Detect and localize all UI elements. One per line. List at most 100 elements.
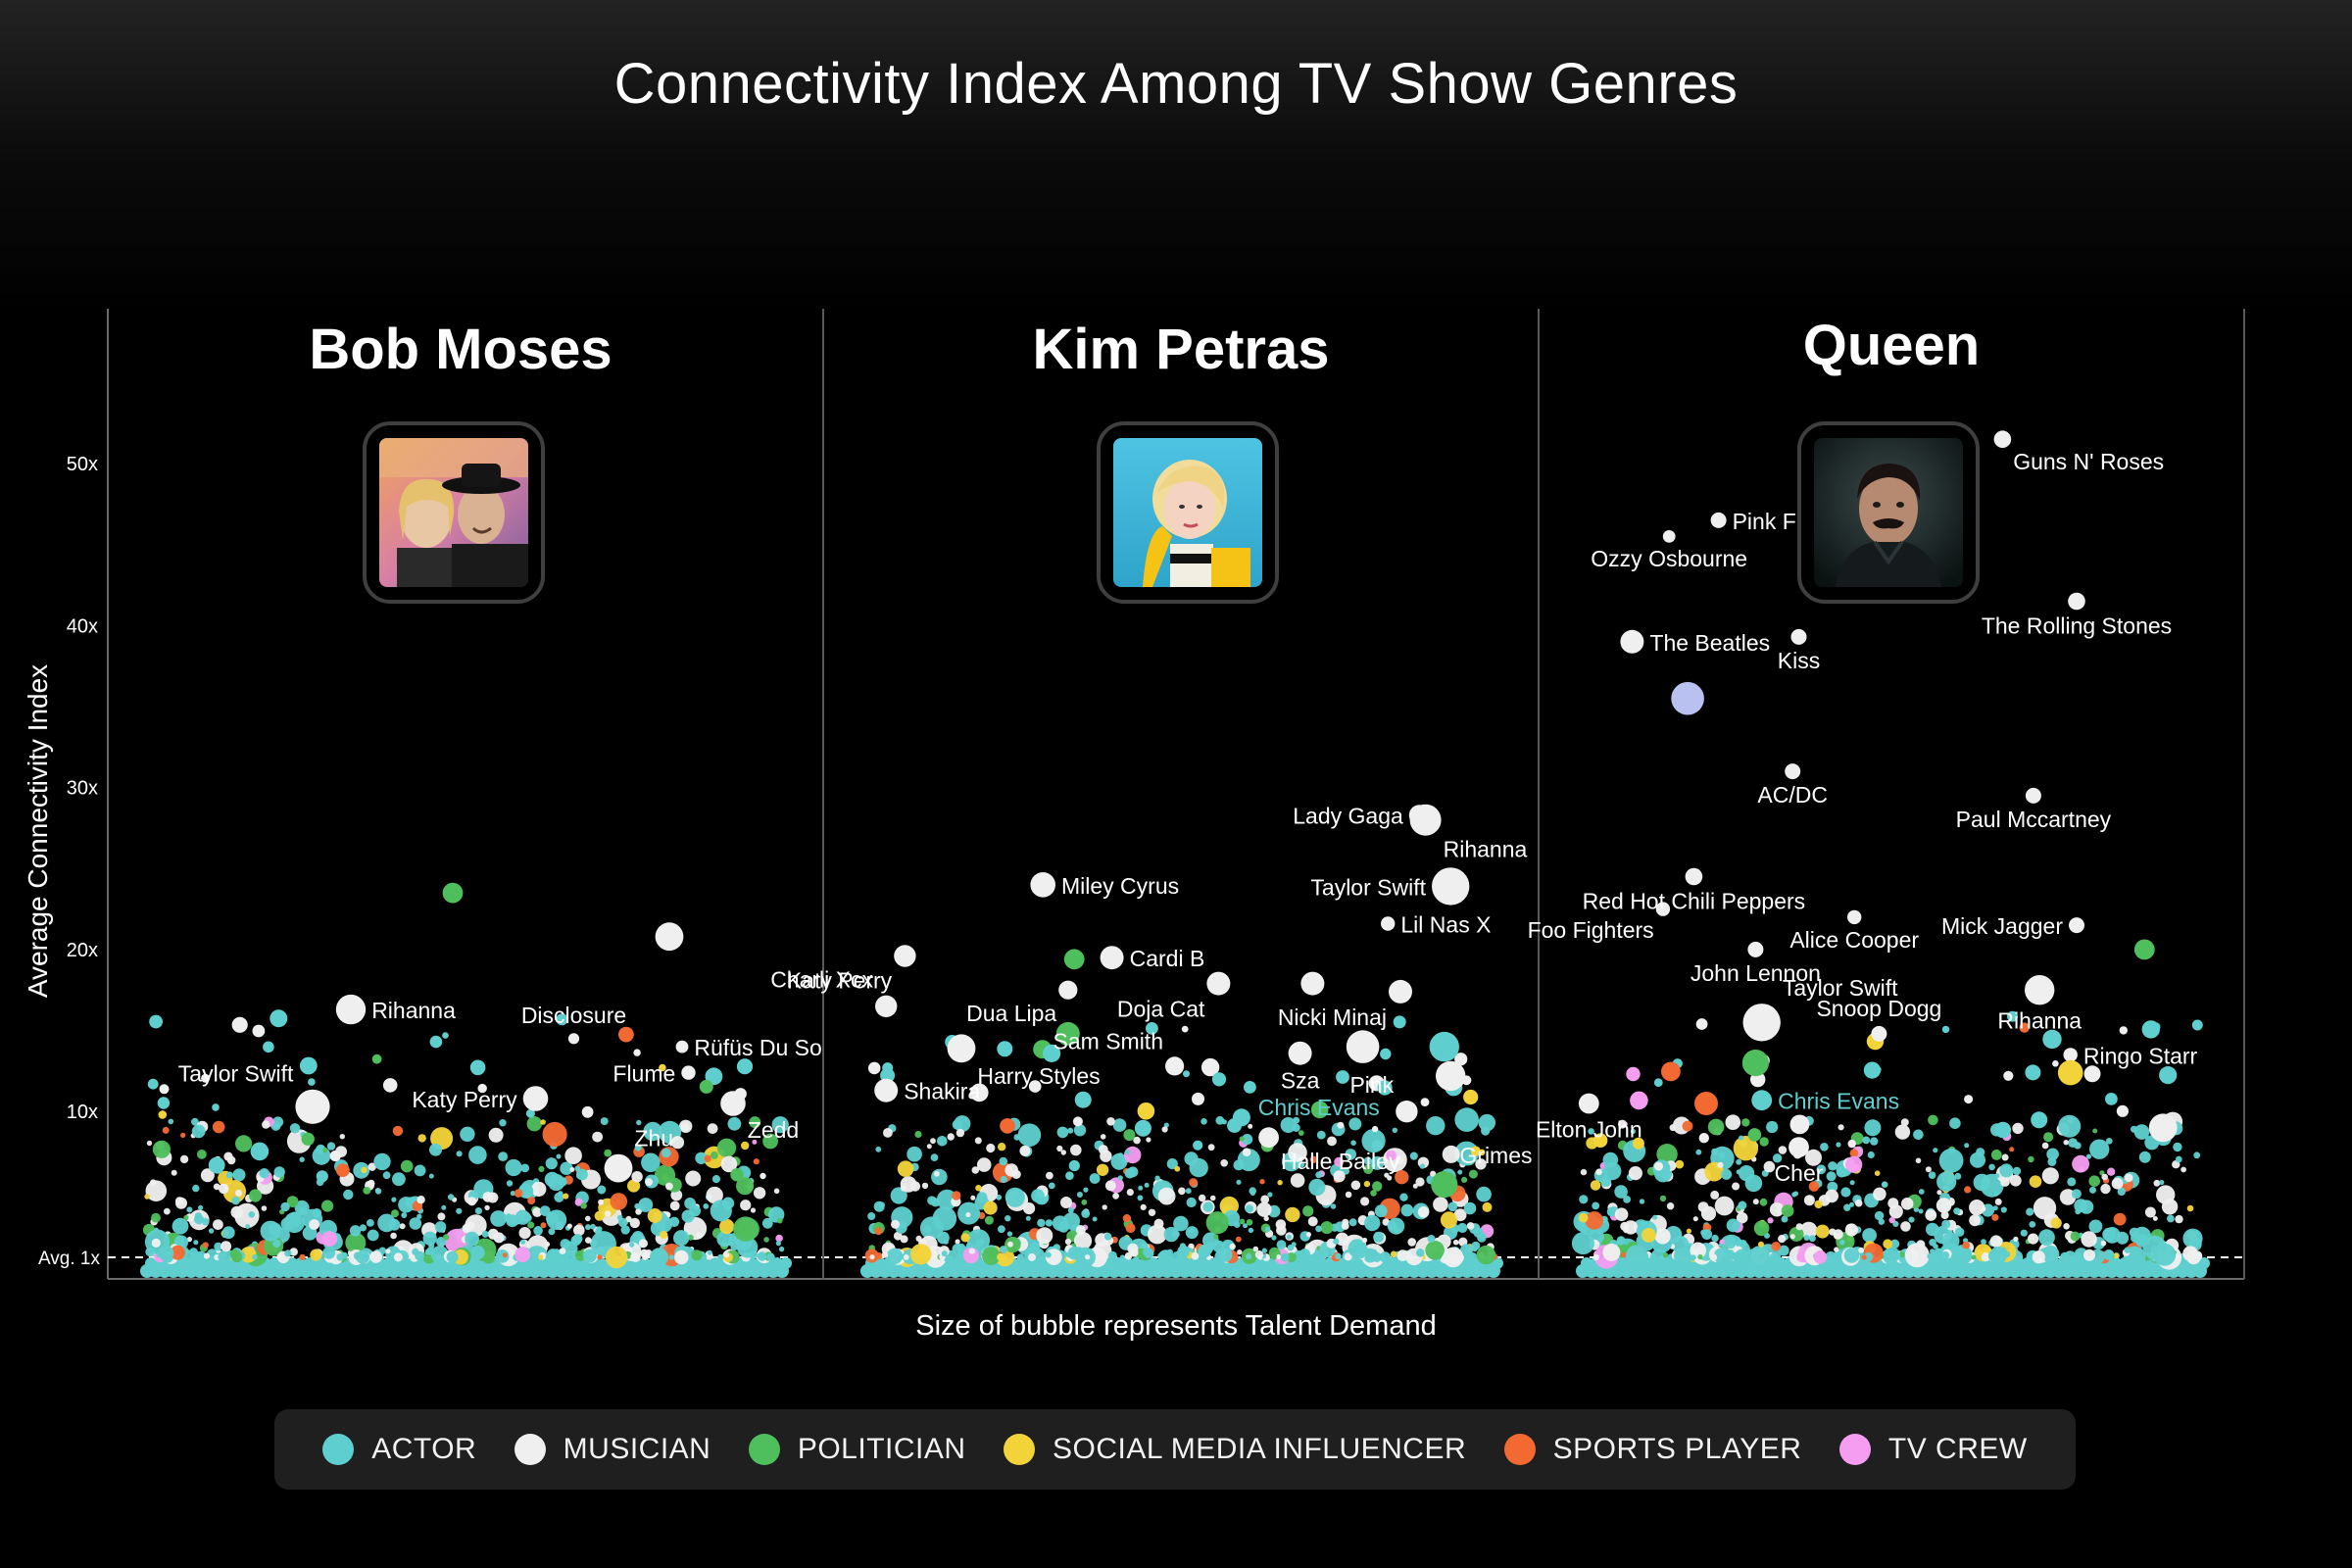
filler-bubble [1954, 1172, 1962, 1180]
filler-bubble [1379, 1251, 1392, 1263]
filler-bubble [1941, 1219, 1951, 1229]
filler-bubble [2111, 1177, 2124, 1190]
filler-bubble [1364, 1214, 1381, 1232]
filler-bubble [1102, 1204, 1107, 1210]
filler-bubble [1682, 1120, 1693, 1132]
filler-bubble [669, 1200, 680, 1211]
filler-bubble [956, 1128, 965, 1138]
filler-bubble [1207, 1144, 1215, 1152]
data-point [1655, 902, 1671, 916]
filler-bubble [1073, 1232, 1093, 1250]
filler-bubble [1072, 1116, 1083, 1127]
filler-bubble [1064, 1238, 1072, 1246]
filler-bubble [1862, 1228, 1877, 1243]
filler-bubble [915, 1235, 922, 1242]
filler-bubble [1004, 1215, 1011, 1222]
filler-bubble [1246, 1253, 1252, 1260]
filler-bubble [2173, 1142, 2182, 1152]
filler-bubble [1019, 1145, 1031, 1156]
filler-bubble [164, 1207, 171, 1215]
legend-swatch [514, 1434, 546, 1465]
filler-bubble [401, 1212, 408, 1218]
filler-bubble [545, 1252, 552, 1260]
filler-bubble [1833, 1229, 1843, 1240]
filler-bubble [1595, 1228, 1602, 1235]
filler-bubble [1281, 1252, 1290, 1262]
filler-bubble [1588, 1128, 1594, 1135]
filler-bubble [1820, 1143, 1829, 1152]
filler-bubble [2079, 1200, 2094, 1214]
filler-bubble [1713, 1248, 1731, 1264]
filler-bubble [343, 1189, 354, 1200]
data-point [2148, 1113, 2178, 1143]
filler-bubble [695, 1152, 708, 1165]
filler-bubble [416, 1196, 425, 1204]
filler-bubble [186, 1206, 193, 1213]
filler-bubble [1585, 1211, 1604, 1230]
filler-bubble [2000, 1177, 2010, 1187]
filler-bubble [218, 1253, 223, 1260]
filler-bubble [456, 1151, 463, 1157]
filler-bubble [1747, 1128, 1762, 1142]
filler-bubble [1888, 1216, 1895, 1224]
filler-bubble [280, 1217, 294, 1231]
filler-bubble [1913, 1129, 1924, 1141]
filler-bubble [594, 1228, 602, 1236]
filler-bubble [415, 1250, 424, 1261]
filler-bubble [1373, 1231, 1385, 1243]
filler-bubble [1686, 1228, 1691, 1234]
filler-bubble [1409, 1152, 1418, 1160]
filler-bubble [2198, 1257, 2210, 1269]
y-tick-label: 50x [67, 454, 98, 475]
filler-bubble [437, 1212, 446, 1221]
filler-bubble [2029, 1175, 2042, 1188]
filler-bubble [1829, 1254, 1835, 1260]
filler-bubble [200, 1168, 215, 1183]
filler-bubble [1994, 1198, 2002, 1205]
filler-bubble [1808, 1235, 1816, 1243]
filler-bubble [773, 1188, 780, 1195]
data-point [2063, 1048, 2078, 1062]
filler-bubble [1333, 1238, 1340, 1245]
filler-bubble [2088, 1219, 2103, 1234]
filler-bubble [1752, 1199, 1759, 1205]
filler-bubble [2167, 1214, 2175, 1223]
filler-bubble [1154, 1175, 1160, 1181]
filler-bubble [1254, 1250, 1264, 1259]
filler-bubble [201, 1073, 211, 1083]
filler-bubble [1372, 1181, 1383, 1192]
filler-bubble [1213, 1234, 1219, 1240]
data-label: Alice Cooper [1789, 927, 1919, 953]
filler-bubble [997, 1252, 1004, 1261]
filler-bubble [544, 1171, 561, 1188]
filler-bubble [716, 1138, 737, 1158]
filler-bubble [1447, 1201, 1458, 1212]
filler-bubble [1475, 1158, 1487, 1170]
filler-bubble [1803, 1195, 1815, 1206]
filler-bubble [1000, 1175, 1007, 1184]
data-label: Grimes [1459, 1143, 1532, 1168]
filler-bubble [203, 1252, 210, 1259]
filler-bubble [2042, 1029, 2062, 1050]
filler-bubble [518, 1227, 531, 1240]
filler-bubble [1828, 1161, 1838, 1171]
filler-bubble [617, 1217, 628, 1228]
filler-bubble [557, 1177, 567, 1187]
filler-bubble [1883, 1239, 1893, 1250]
filler-bubble [730, 1168, 744, 1182]
filler-bubble [194, 1212, 202, 1220]
filler-bubble [875, 1146, 882, 1152]
filler-bubble [670, 1136, 685, 1150]
data-point [1206, 971, 1231, 996]
filler-bubble [1387, 1175, 1393, 1181]
filler-bubble [2191, 1250, 2203, 1261]
filler-bubble [1350, 1180, 1361, 1191]
filler-bubble [322, 1148, 328, 1153]
filler-bubble [1046, 1171, 1054, 1180]
data-label: Chris Evans [1778, 1089, 1899, 1114]
filler-bubble [1888, 1204, 1903, 1219]
filler-bubble [934, 1170, 940, 1177]
filler-bubble [1363, 1164, 1374, 1174]
filler-bubble [986, 1143, 996, 1153]
data-point [2069, 917, 2084, 934]
